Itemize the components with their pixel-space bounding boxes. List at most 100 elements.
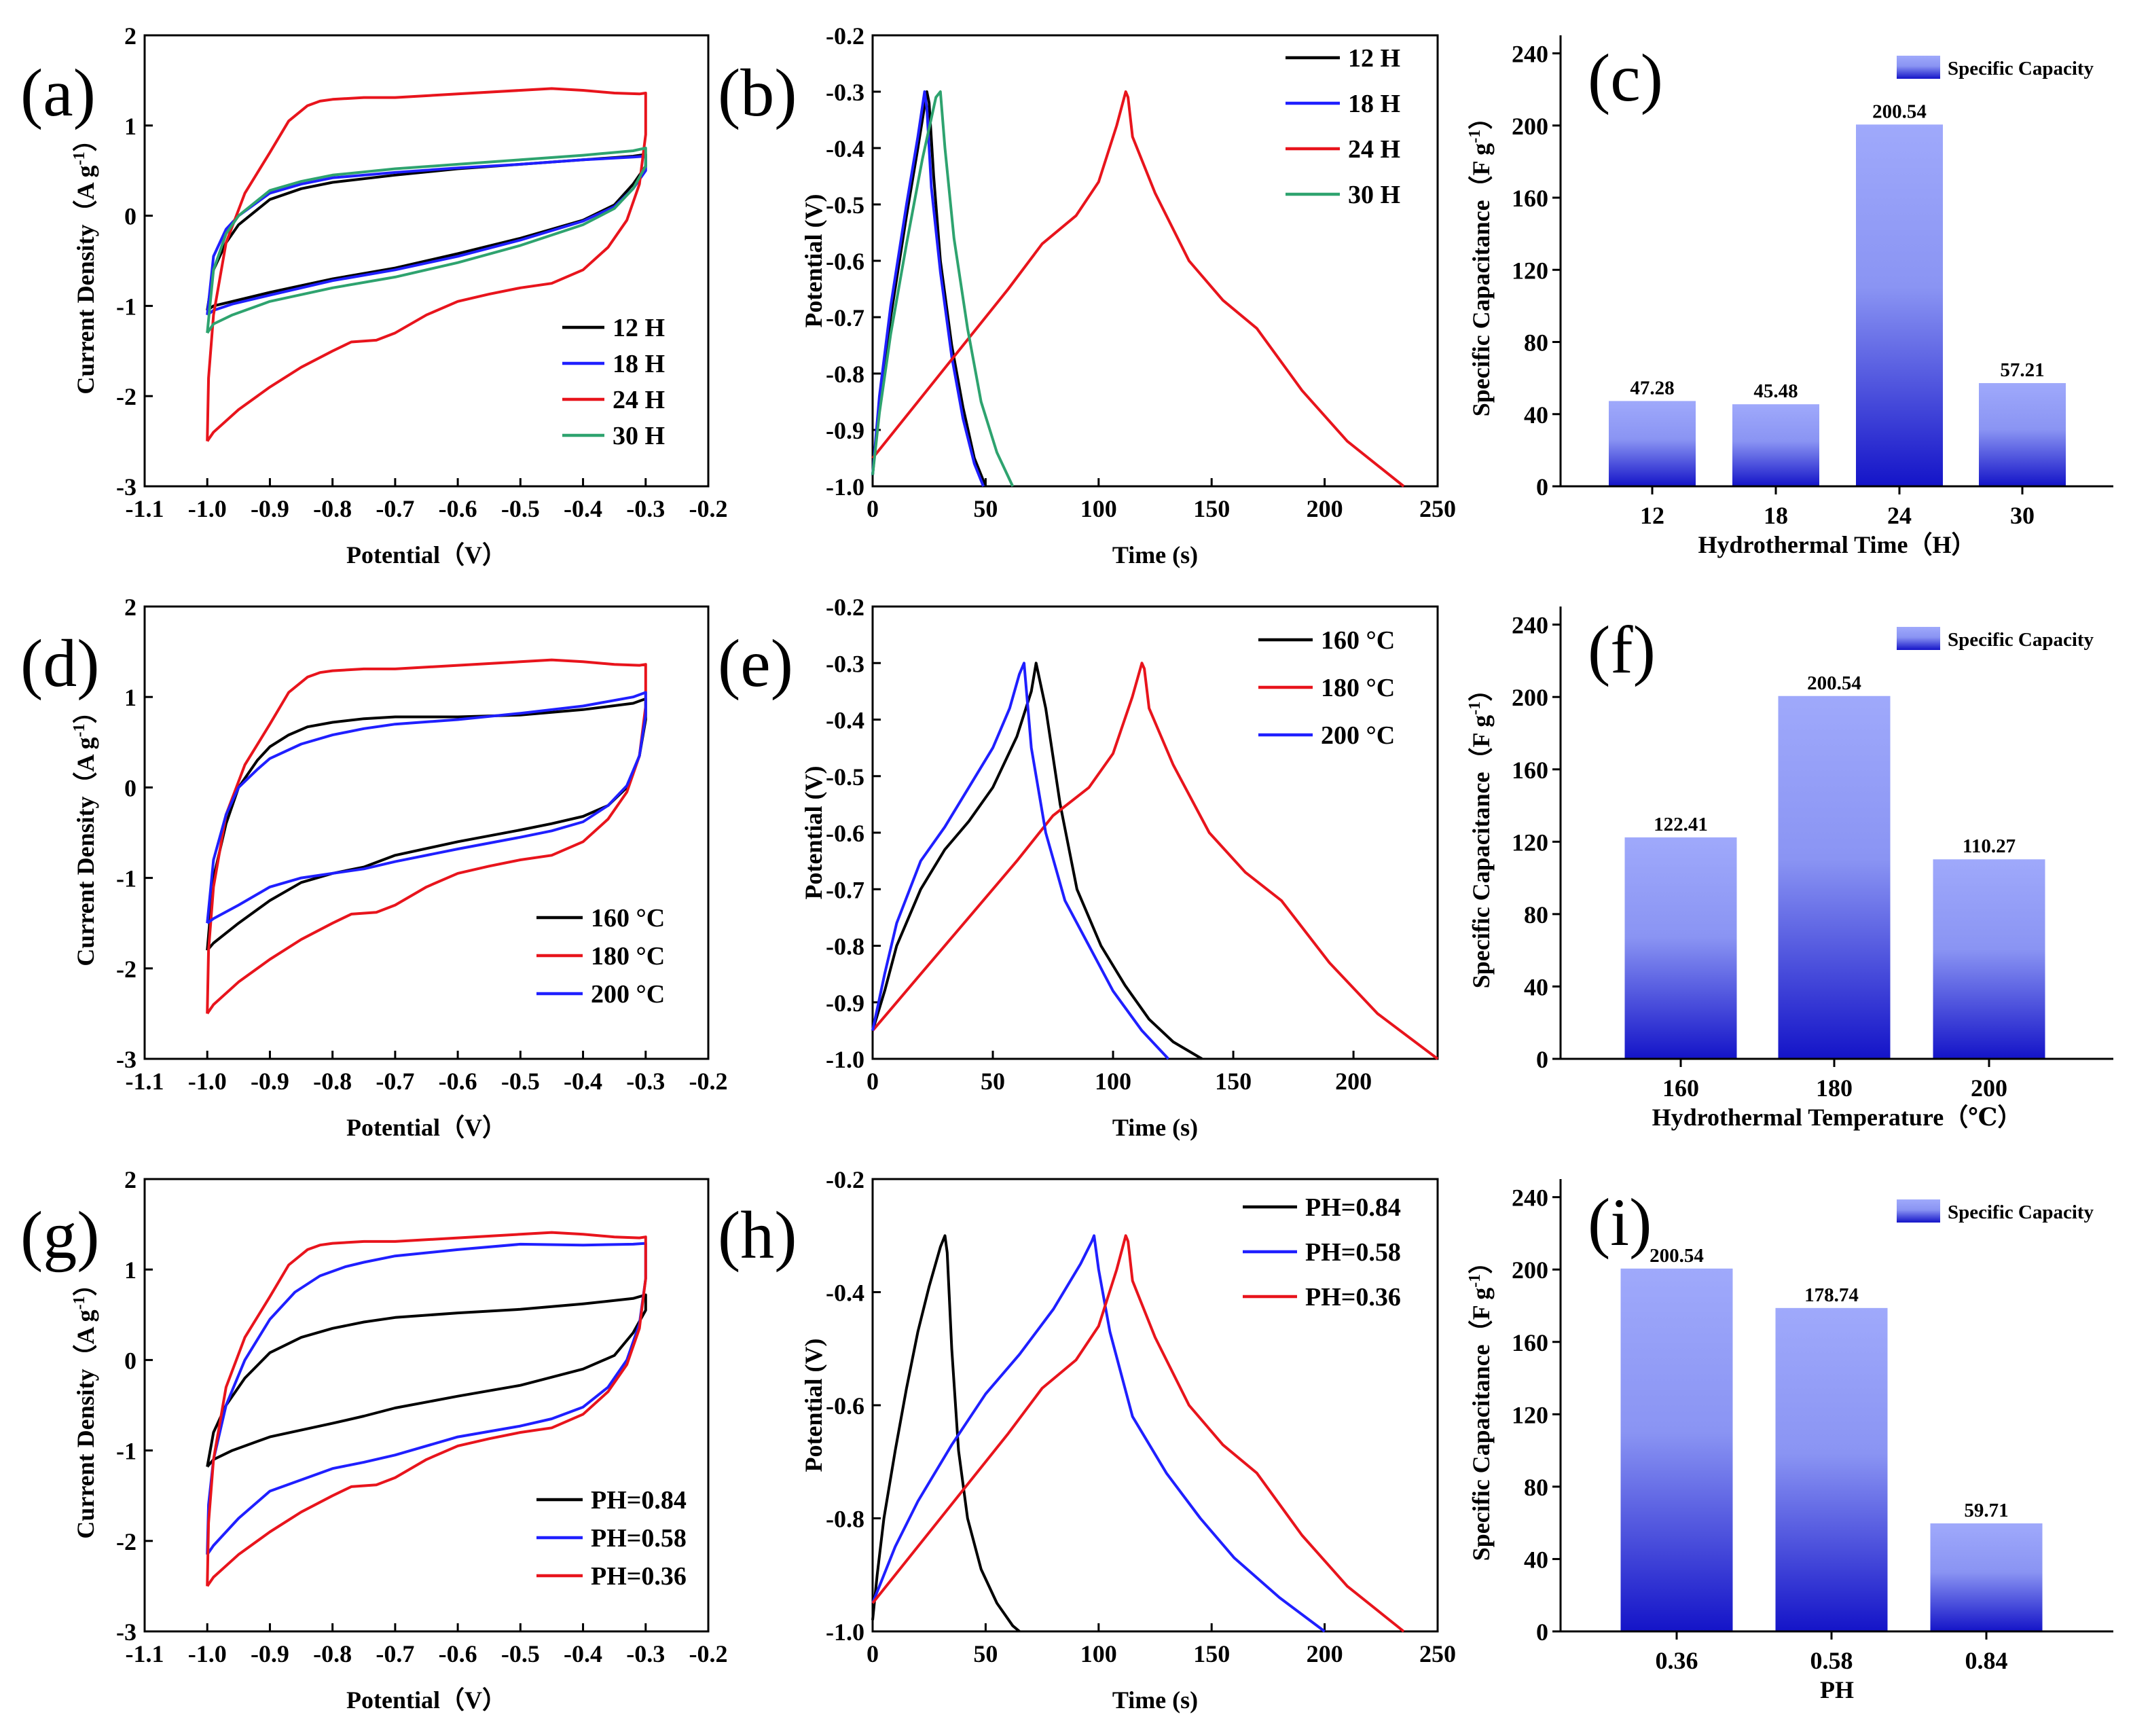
y-tick-label: 0 xyxy=(1536,1046,1548,1073)
series-line-0 xyxy=(871,662,1203,1060)
x-tick-label: 200 xyxy=(1971,1074,2007,1102)
x-tick-label: 0 xyxy=(867,495,879,522)
y-axis-label: Potential (V) xyxy=(800,766,827,900)
y-tick-label: 240 xyxy=(1512,1185,1548,1212)
x-axis-label: Hydrothermal Time（H） xyxy=(1698,531,1976,558)
y-tick-label: 80 xyxy=(1524,1474,1548,1501)
series-line-1 xyxy=(871,1234,1326,1633)
x-tick-label: -0.9 xyxy=(251,495,289,522)
y-tick-label: -3 xyxy=(116,1619,136,1646)
panel-label: (a) xyxy=(20,55,96,130)
y-tick-label: 2 xyxy=(124,594,136,621)
x-tick-label: 200 xyxy=(1307,495,1343,522)
y-axis-label-sup: -1 xyxy=(71,723,88,737)
bar-1 xyxy=(1732,404,1819,486)
legend-label: 200 °C xyxy=(1321,721,1395,750)
series-line-3 xyxy=(206,147,647,334)
x-tick-label: 150 xyxy=(1193,495,1230,522)
bar-value-label: 45.48 xyxy=(1753,380,1798,402)
y-axis-label: Specific Capacitance（F g-1） xyxy=(1466,105,1495,417)
bar-value-label: 200.54 xyxy=(1650,1245,1704,1267)
legend-label: PH=0.84 xyxy=(1305,1193,1401,1222)
x-tick-label: -0.2 xyxy=(689,1068,728,1095)
y-tick-label: -0.9 xyxy=(826,990,864,1017)
legend-label: 30 H xyxy=(613,422,665,450)
y-axis-label-end: ） xyxy=(1468,105,1495,130)
x-tick-label: -0.6 xyxy=(439,1068,477,1095)
y-tick-label: 160 xyxy=(1512,757,1548,784)
y-axis-label-sup: -1 xyxy=(1466,702,1484,715)
legend-label: 18 H xyxy=(613,350,665,378)
y-axis-label-main: Current Density（A g xyxy=(72,165,99,394)
x-tick-label: -0.2 xyxy=(689,495,728,522)
x-axis-label: PH xyxy=(1820,1676,1854,1703)
x-tick-label: 250 xyxy=(1419,1640,1456,1667)
y-tick-label: -0.6 xyxy=(826,1392,864,1419)
y-axis-label: Current Density（A g-1） xyxy=(71,699,99,966)
x-tick-label: 0 xyxy=(867,1640,879,1667)
y-axis-label: Specific Capacitance（F g-1） xyxy=(1466,1250,1495,1561)
bar-value-label: 200.54 xyxy=(1807,672,1861,694)
bar-0 xyxy=(1609,401,1696,486)
x-tick-label: 0 xyxy=(867,1068,879,1095)
x-axis-label: Potential（V） xyxy=(346,1686,507,1714)
y-tick-label: -0.8 xyxy=(826,361,864,388)
bar-value-label: 178.74 xyxy=(1804,1284,1859,1306)
series-line-2 xyxy=(871,662,1169,1060)
bar-0 xyxy=(1620,1268,1733,1631)
legend-label: 160 °C xyxy=(591,904,665,933)
legend-label: 12 H xyxy=(613,314,665,342)
panel-f: (f) 122.41 200.54 110.27 0 40 80 120 160 200 240 16… xyxy=(1466,607,2113,1131)
y-axis-label-end: ） xyxy=(1468,1250,1495,1274)
y-tick-label: 200 xyxy=(1512,684,1548,711)
y-tick-label: -3 xyxy=(116,473,136,501)
x-tick-label: -1.0 xyxy=(188,1640,227,1667)
y-tick-label: 80 xyxy=(1524,329,1548,357)
y-axis-label-sup: -1 xyxy=(1466,1274,1484,1288)
x-tick-label: -1.1 xyxy=(126,495,164,522)
y-tick-label: -0.2 xyxy=(826,1166,864,1193)
series-line-0 xyxy=(206,697,647,952)
x-tick-label: -1.1 xyxy=(126,1640,164,1667)
y-axis-label: Current Density（A g-1） xyxy=(71,1271,99,1538)
y-tick-label: 0 xyxy=(124,203,136,230)
bar-value-label: 122.41 xyxy=(1654,814,1708,835)
x-axis-label: Potential（V） xyxy=(346,541,507,568)
x-tick-label: -0.3 xyxy=(626,1068,665,1095)
y-tick-label: -0.3 xyxy=(826,79,864,106)
series-line-1 xyxy=(206,658,647,1015)
y-axis-label-sup: -1 xyxy=(71,1296,88,1309)
y-tick-label: -0.7 xyxy=(826,304,864,331)
legend-label: 24 H xyxy=(613,386,665,414)
y-tick-label: -0.5 xyxy=(826,192,864,219)
y-tick-label: -1.0 xyxy=(826,1619,864,1646)
x-tick-label: 50 xyxy=(981,1068,1005,1095)
legend-label: 18 H xyxy=(1348,90,1400,118)
panel-i: (i)200.54 178.74 59.71 0 40 80 120 160 200 240 0.3… xyxy=(1466,1179,2113,1703)
bar-value-label: 110.27 xyxy=(1963,835,2016,857)
x-tick-label: 200 xyxy=(1335,1068,1372,1095)
legend-label: 180 °C xyxy=(591,942,665,971)
bar-value-label: 47.28 xyxy=(1630,377,1674,399)
legend-swatch xyxy=(1897,1199,1940,1223)
y-tick-label: -0.6 xyxy=(826,820,864,847)
legend-label: Specific Capacity xyxy=(1948,1201,2094,1223)
y-axis-label-main: Specific Capacitance（F g xyxy=(1468,143,1495,417)
x-tick-label: -0.7 xyxy=(376,1640,414,1667)
legend-label: PH=0.84 xyxy=(591,1486,687,1515)
y-tick-label: -0.8 xyxy=(826,933,864,960)
bar-value-label: 59.71 xyxy=(1964,1500,2008,1521)
x-axis-label: Time (s) xyxy=(1112,1114,1198,1141)
legend-label: Specific Capacity xyxy=(1948,629,2094,651)
bar-1 xyxy=(1778,695,1891,1059)
figure-root: (a)-1.1 -1.0 -0.9 -0.8 -0.7 -0.6 -0.5 -0.4 -0.3-… xyxy=(20,22,2113,1714)
x-tick-label: 18 xyxy=(1764,502,1788,529)
y-tick-label: -0.4 xyxy=(826,135,864,162)
y-axis-label-end: ） xyxy=(72,127,99,151)
x-tick-label: 50 xyxy=(973,495,998,522)
x-tick-label: 160 xyxy=(1662,1074,1699,1102)
x-tick-label: 50 xyxy=(973,1640,998,1667)
x-tick-label: 150 xyxy=(1193,1640,1230,1667)
y-tick-label: 2 xyxy=(124,22,136,50)
panel-label: (f) xyxy=(1588,612,1656,687)
